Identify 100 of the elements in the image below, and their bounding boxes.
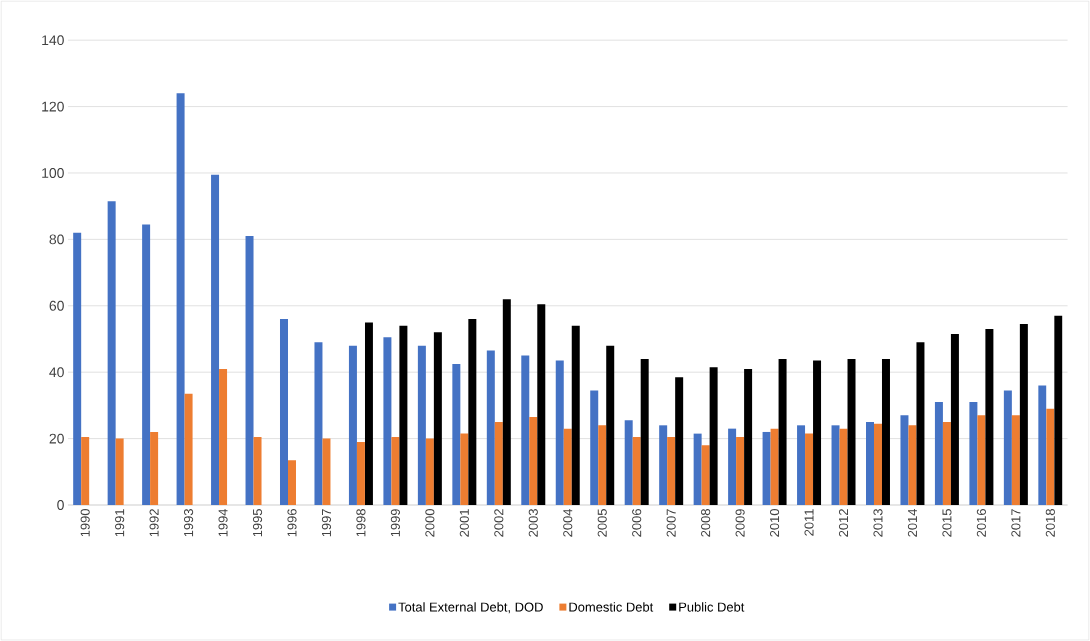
bar [571,325,580,505]
bar [770,428,779,505]
bar [150,431,159,505]
bar [728,428,737,505]
bar [865,421,874,505]
bar [253,436,262,505]
bar [555,360,564,505]
bar [176,93,185,505]
bar [73,232,82,505]
bar [598,425,607,505]
bar [245,235,254,505]
bar [563,428,572,505]
bar [709,367,718,505]
y-tick-label: 20 [49,433,64,444]
bar [881,358,890,505]
legend-label: Total External Debt, DOD [398,602,543,614]
x-tick-label: 2005 [597,509,607,537]
bar [934,402,943,505]
bar [1003,390,1012,505]
bar [280,318,288,505]
bar [1054,315,1063,505]
bar [1038,385,1047,505]
bar [839,428,848,505]
bar [1019,323,1028,505]
bar [142,224,151,505]
x-tick-label: 2010 [769,508,780,537]
bar [383,337,392,505]
bar [606,345,615,505]
bar [219,368,228,505]
x-tick-label: 2006 [632,509,642,537]
bar [348,345,357,505]
bar [632,436,641,505]
bar [659,425,668,505]
x-tick-label: 2003 [528,509,538,537]
bar [1046,408,1055,505]
bar [950,333,959,505]
x-tick-label: 2009 [735,509,745,537]
bar [693,433,702,505]
x-tick-label: 1998 [356,509,366,537]
bar [521,355,530,505]
bar [916,342,925,505]
x-tick-label: 1999 [390,509,400,537]
bar [502,299,511,505]
x-tick-label: 2013 [873,509,883,537]
x-tick-label: 2011 [804,509,814,536]
bar [107,201,116,505]
y-tick-label: 0 [57,499,64,510]
bar [675,377,684,505]
x-tick-label: 1996 [287,509,297,537]
x-tick-label: 2008 [701,509,711,537]
y-tick-label: 60 [49,300,64,311]
x-tick-label: 1992 [149,509,159,537]
bar [873,423,882,505]
x-tick-label: 2000 [425,508,435,537]
bar [391,436,400,505]
bar [736,436,745,505]
x-tick-label: 1993 [184,509,194,537]
bar [813,360,822,505]
bar [797,425,806,505]
bar [744,368,753,505]
x-tick-label: 2004 [563,508,573,537]
bar [425,438,434,505]
y-tick-label: 80 [49,234,64,245]
bar [537,304,546,505]
bar [460,433,469,505]
legend-label: Domestic Debt [569,602,654,612]
y-tick-label: 40 [49,367,64,378]
bar [433,332,442,505]
x-tick-label: 1995 [252,509,263,537]
bar [322,438,331,505]
bar [417,345,426,505]
bar [452,363,461,505]
x-tick-label: 2018 [1045,509,1055,537]
bar [1011,415,1020,505]
bar [985,328,994,505]
bar [81,436,90,505]
x-tick-label: 2016 [976,509,986,537]
bar [486,350,495,505]
bar [942,421,951,505]
bar [667,436,676,505]
bar [399,325,408,505]
bar [624,420,633,505]
legend-label: Public Debt [679,602,745,612]
bar [529,416,538,505]
bar [900,415,909,505]
bar [847,358,856,505]
x-tick-label: 2002 [494,509,504,537]
bar [184,393,193,505]
bar [364,322,373,505]
bar [805,433,814,505]
x-tick-label: 2017 [1011,509,1021,537]
bar [468,318,477,505]
x-tick-label: 1990 [80,508,90,537]
x-tick-label: 1991 [115,509,125,537]
x-tick-label: 1997 [321,509,332,537]
x-tick-label: 2012 [838,509,849,537]
bar [762,431,771,505]
y-tick-label: 140 [42,35,64,46]
bar [494,421,503,505]
bar [701,445,710,505]
